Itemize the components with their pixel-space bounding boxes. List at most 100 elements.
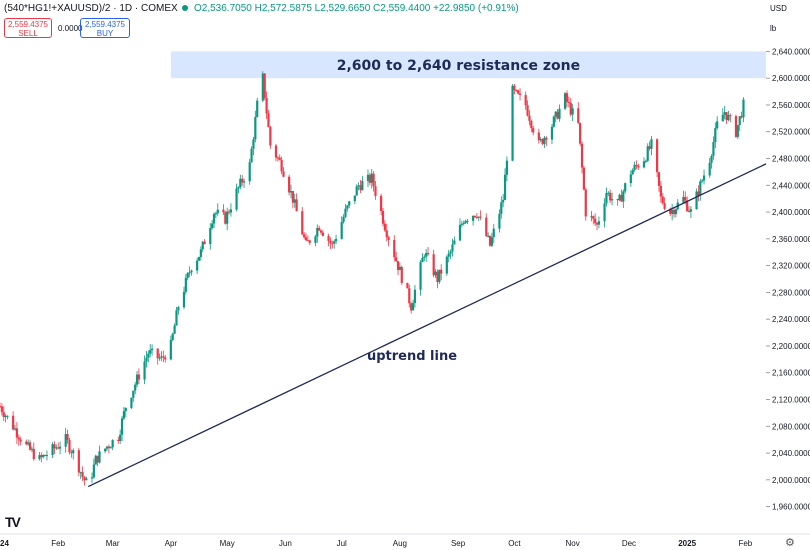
candle-body xyxy=(490,237,493,246)
candle-body xyxy=(449,251,452,254)
sell-button[interactable]: 2,559.4375 SELL xyxy=(4,18,52,38)
y-tick-label: 2,440.0000 xyxy=(772,181,810,190)
tradingview-logo-icon[interactable]: TV xyxy=(5,514,21,530)
candle-body xyxy=(190,270,193,273)
candle-body xyxy=(684,196,687,201)
candle-body xyxy=(156,348,159,359)
candle-body xyxy=(30,448,34,450)
candle-body xyxy=(43,455,47,457)
settings-gear-icon[interactable]: ⚙ xyxy=(785,537,795,549)
candle-body xyxy=(515,90,518,92)
candle-body xyxy=(201,241,204,250)
candle-body xyxy=(485,217,488,236)
candle-body xyxy=(303,234,306,238)
candle-body xyxy=(58,446,62,449)
candle-body xyxy=(81,472,84,478)
x-tick-label: Oct xyxy=(508,539,521,548)
candle-body xyxy=(366,174,370,181)
candle-body xyxy=(671,209,674,214)
candle-body xyxy=(169,340,172,360)
candle-body xyxy=(316,227,319,237)
candle-body xyxy=(582,167,585,190)
candle-body xyxy=(567,101,570,103)
candle-body xyxy=(411,303,415,311)
x-tick-label: May xyxy=(220,539,235,548)
status-dot-icon xyxy=(182,5,188,12)
candle-body xyxy=(595,223,599,225)
candle-body xyxy=(295,199,298,212)
candle-body xyxy=(609,192,612,201)
y-tick-label: 2,560.0000 xyxy=(772,101,810,110)
candle-body xyxy=(355,186,358,196)
candle-body xyxy=(263,73,266,98)
candle-body xyxy=(564,93,567,109)
candle-body xyxy=(6,415,9,417)
candle-body xyxy=(55,447,58,449)
candle-body xyxy=(66,434,69,441)
candle-body xyxy=(130,397,133,408)
candle-body xyxy=(333,241,336,244)
candle-body xyxy=(348,201,351,206)
x-tick-label: 2024 xyxy=(0,539,9,548)
candle-body xyxy=(381,210,385,224)
candle-body xyxy=(120,418,124,435)
symbol-title[interactable]: (540*HG1!+XAUUSD)/2 · 1D · COMEX xyxy=(4,3,178,14)
candle-body xyxy=(288,176,291,193)
candle-body xyxy=(132,390,135,398)
candle-body xyxy=(487,235,490,237)
candle-body xyxy=(370,173,373,183)
spread-value: 0.0000 xyxy=(58,24,83,33)
buy-button[interactable]: 2,559.4375 BUY xyxy=(80,18,130,38)
candle-body xyxy=(177,307,180,311)
unit-label: lb xyxy=(770,24,777,33)
candle-body xyxy=(173,325,176,334)
candle-body xyxy=(517,90,520,94)
candle-body xyxy=(565,93,569,102)
y-tick-label: 2,040.0000 xyxy=(772,449,810,458)
x-tick-label: Nov xyxy=(566,539,580,548)
candle-body xyxy=(686,200,689,212)
candle-body xyxy=(241,178,244,183)
y-tick-label: 2,520.0000 xyxy=(772,128,810,137)
candle-body xyxy=(569,102,572,115)
candle-body xyxy=(293,199,296,203)
candle-body xyxy=(175,310,178,326)
candle-body xyxy=(740,116,743,118)
candle-body xyxy=(104,448,107,452)
price-axis: 1,960.0000 2,000.0000 2,040.0000 2,080.0000… xyxy=(766,47,810,512)
candle-body xyxy=(528,115,531,121)
candle-body xyxy=(421,257,424,263)
candle-body xyxy=(211,223,214,229)
candle-body xyxy=(79,472,82,474)
candle-body xyxy=(51,444,54,456)
candle-body xyxy=(383,223,386,231)
candle-body xyxy=(387,237,390,240)
candle-body xyxy=(503,174,507,200)
resistance-zone-label: 2,600 to 2,640 resistance zone xyxy=(337,58,580,74)
candle-body xyxy=(447,253,450,257)
candle-body xyxy=(203,241,206,245)
x-tick-label: Dec xyxy=(622,539,636,548)
candle-body xyxy=(603,203,606,222)
candle-body xyxy=(579,122,582,144)
candle-body xyxy=(27,442,30,445)
candle-body xyxy=(556,111,559,119)
candle-body xyxy=(607,192,610,194)
candle-body xyxy=(346,205,349,209)
candle-body xyxy=(329,240,332,244)
candle-body xyxy=(661,196,664,204)
candle-body xyxy=(42,455,45,458)
y-tick-label: 2,160.0000 xyxy=(772,369,810,378)
candle-body xyxy=(712,142,715,156)
candle-body xyxy=(721,114,724,122)
candle-body xyxy=(327,235,330,241)
candle-body xyxy=(663,203,666,209)
candle-body xyxy=(32,448,35,460)
candle-body xyxy=(410,303,413,311)
candle-body xyxy=(393,239,396,258)
candle-body xyxy=(188,272,191,274)
candle-body xyxy=(28,442,32,450)
y-tick-label: 2,200.0000 xyxy=(772,342,810,351)
candle-body xyxy=(135,374,139,385)
